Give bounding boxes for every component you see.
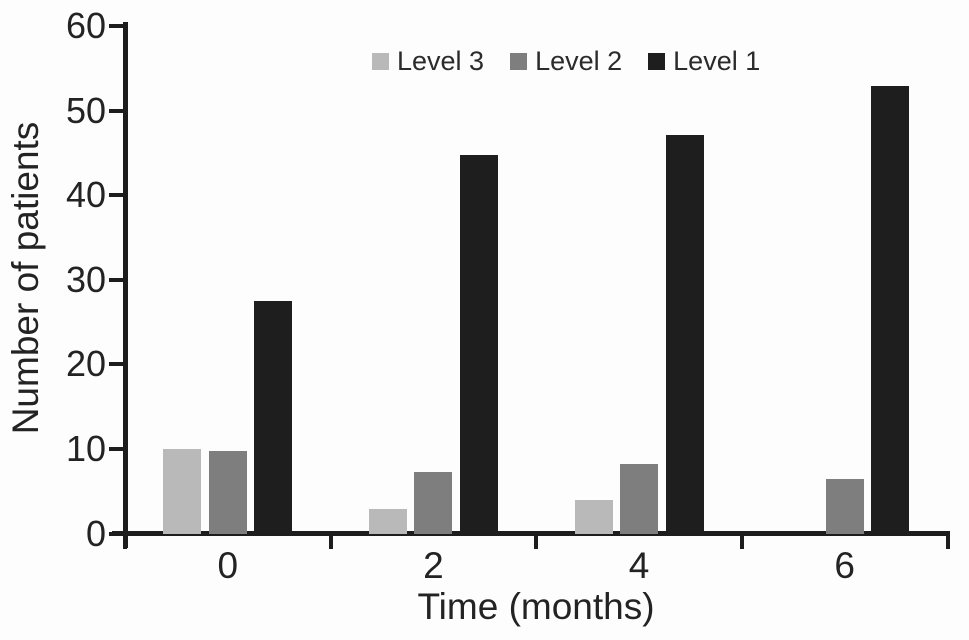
x-tick-label: 0 [217,545,239,586]
bar-level1-6mo [871,85,910,534]
x-tick [739,536,744,549]
x-tick [328,536,333,549]
y-tick-label: 20 [65,343,106,385]
bar-level2-6mo [825,479,864,534]
legend-swatch-icon [372,53,389,70]
legend-item-level-1: Level 1 [648,48,760,75]
legend-swatch-icon [510,53,528,70]
y-axis-line [122,22,128,548]
y-tick-label: 40 [65,174,106,216]
y-tick [108,24,123,28]
legend-swatch-icon [648,53,666,70]
bar-level2-0mo [208,451,247,534]
y-tick [108,277,123,282]
y-axis-title: Number of patients [5,121,46,435]
bar-level1-2mo [459,155,498,534]
legend-label: Level 1 [673,46,761,76]
legend-label: Level 3 [397,46,485,76]
bar-level3-2mo [368,508,407,534]
y-tick-label: 0 [85,512,106,554]
y-tick-label: 30 [65,258,106,300]
bar-level3-0mo [163,449,202,534]
legend-item-level-2: Level 2 [510,48,622,75]
x-tick-label: 6 [834,545,855,586]
y-tick-label: 60 [65,5,106,46]
bar-level1-4mo [665,134,704,534]
x-tick-label: 2 [423,545,444,586]
bar-level2-4mo [620,463,659,534]
x-tick-label: 4 [628,545,650,586]
legend-item-level-3: Level 3 [372,48,484,75]
legend: Level 3 Level 2 Level 1 [372,48,760,75]
y-tick [108,108,123,113]
y-tick [108,531,123,536]
x-tick [945,536,950,549]
bar-level3-4mo [574,500,613,534]
legend-label: Level 2 [535,46,623,76]
x-tick [534,536,539,549]
y-tick [108,193,123,198]
y-tick-label: 50 [65,89,106,131]
y-tick [108,446,123,451]
bar-level2-2mo [414,472,453,534]
y-tick [108,362,123,367]
bar-level1-0mo [254,301,293,534]
y-tick-label: 10 [65,427,106,469]
x-tick [123,536,127,549]
x-axis-line [112,531,950,536]
x-axis-title: Time (months) [417,586,655,627]
